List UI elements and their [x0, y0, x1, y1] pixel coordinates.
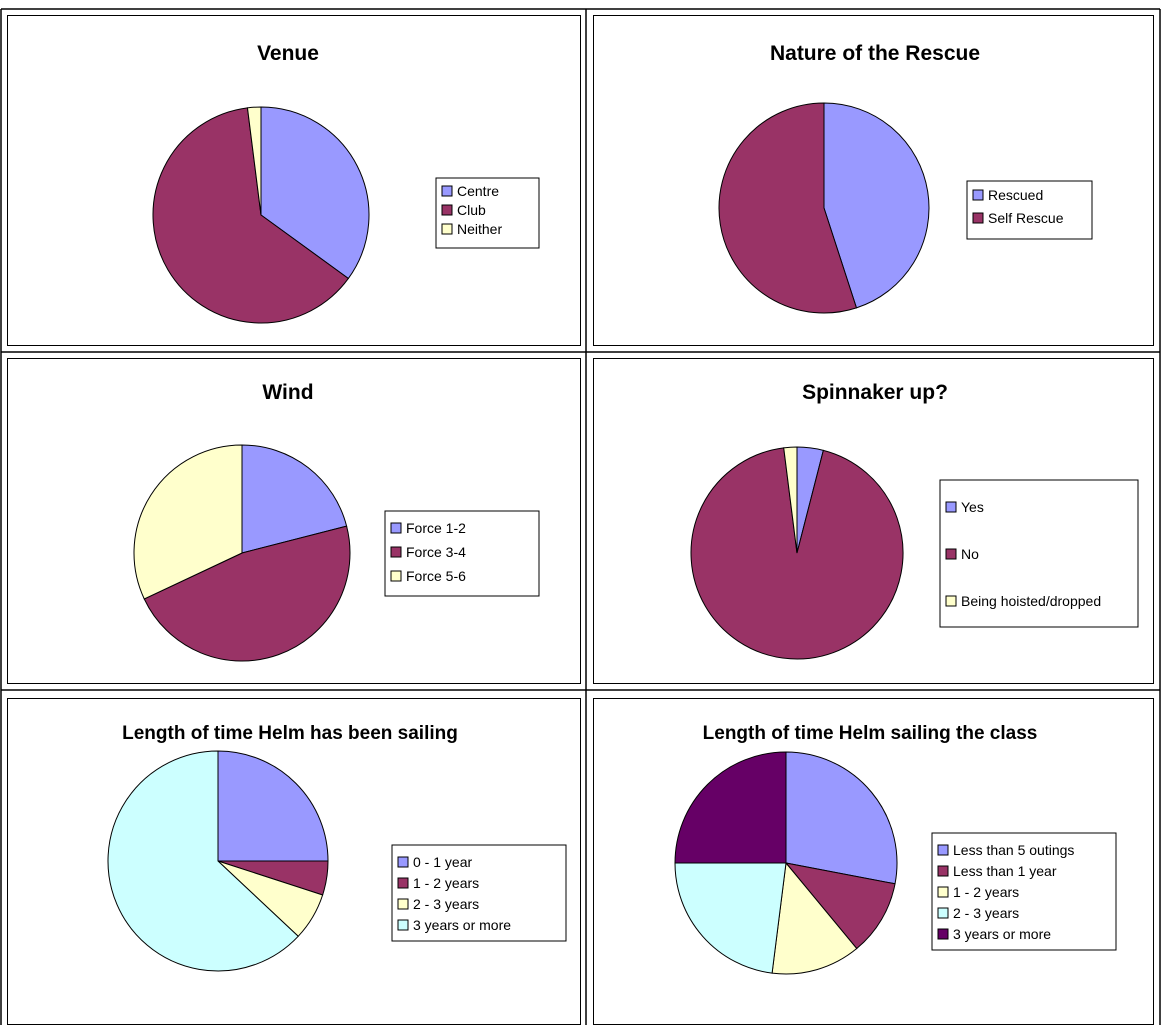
- legend-label-force-5-6: Force 5-6: [406, 568, 466, 584]
- chart-title: Spinnaker up?: [802, 381, 948, 404]
- legend-swatch-3-years-or-more: [937, 928, 949, 940]
- pie-slice-less-than-1-year: [784, 862, 896, 950]
- pie-slice-club: [152, 107, 350, 324]
- spinnaker-chart-svg: Spinnaker up? Yes No Being hoisted/dropped: [690, 381, 1139, 660]
- wind-chart: Wind Force 1-2 Force 3-4 Force 5-6: [7, 358, 581, 684]
- legend-label-neither: Neither: [457, 221, 502, 237]
- chart-title: Length of time Helm sailing the class: [703, 723, 1038, 744]
- pie-slice-3-years-or-more: [674, 751, 787, 864]
- pie-slice-neither: [246, 106, 262, 216]
- legend-swatch-1-2-years: [397, 877, 409, 889]
- pie-slice-3-years-or-more: [107, 750, 299, 972]
- legend-label-being-hoisted-dropped: Being hoisted/dropped: [961, 593, 1101, 609]
- legend-swatch-2-3-years: [937, 907, 949, 919]
- spinnaker-chart: Spinnaker up? Yes No Being hoisted/dropped: [593, 358, 1154, 684]
- legend-swatch-2-3-years: [397, 898, 409, 910]
- legend-label-3-years-or-more: 3 years or more: [413, 917, 511, 933]
- legend-label-0-1-year: 0 - 1 year: [413, 854, 472, 870]
- legend-label-less-than-5-outings: Less than 5 outings: [953, 842, 1074, 858]
- legend-swatch-less-than-5-outings: [937, 844, 949, 856]
- legend-swatch-0-1-year: [397, 856, 409, 868]
- legend-swatch-rescued: [972, 189, 984, 201]
- legend: Force 1-2 Force 3-4 Force 5-6: [384, 510, 540, 597]
- legend-box: [939, 479, 1139, 628]
- legend: Rescued Self Rescue: [966, 180, 1093, 240]
- chart-title: Length of time Helm has been sailing: [122, 723, 458, 744]
- legend-label-centre: Centre: [457, 183, 499, 199]
- pie-slice-rescued: [823, 102, 930, 309]
- legend-label-no: No: [961, 546, 979, 562]
- nature-of-rescue-chart-svg: Nature of the Rescue Rescued Self Rescue: [718, 42, 1093, 314]
- legend-label-2-3-years: 2 - 3 years: [953, 905, 1019, 921]
- legend-swatch-1-2-years: [937, 886, 949, 898]
- legend: Centre Club Neither: [435, 177, 540, 249]
- pie-slice-1-2-years: [771, 861, 858, 975]
- legend-swatch-being-hoisted-dropped: [945, 595, 957, 607]
- legend-label-less-than-1-year: Less than 1 year: [953, 863, 1057, 879]
- legend-swatch-neither: [441, 223, 453, 235]
- legend-swatch-3-years-or-more: [397, 919, 409, 931]
- pie-slice-2-3-years: [674, 862, 787, 974]
- legend-swatch-force-5-6: [390, 570, 402, 582]
- pie-slice-force-1-2: [241, 444, 348, 554]
- pie-slice-less-than-5-outings: [785, 751, 898, 885]
- pie-slice-force-3-4: [143, 525, 351, 662]
- legend-swatch-less-than-1-year: [937, 865, 949, 877]
- legend-label-1-2-years: 1 - 2 years: [953, 884, 1019, 900]
- legend-label-force-3-4: Force 3-4: [406, 544, 466, 560]
- legend-swatch-force-3-4: [390, 546, 402, 558]
- legend-label-club: Club: [457, 202, 486, 218]
- pie-slice-no: [690, 447, 904, 660]
- venue-chart-svg: Venue Centre Club Neither: [152, 42, 540, 324]
- helm-class-chart-svg: Length of time Helm sailing the class Les…: [674, 723, 1117, 975]
- legend-swatch-self-rescue: [972, 212, 984, 224]
- legend-label-rescued: Rescued: [988, 187, 1043, 203]
- legend-swatch-club: [441, 204, 453, 216]
- wind-chart-svg: Wind Force 1-2 Force 3-4 Force 5-6: [133, 381, 540, 662]
- pie-slice-force-5-6: [133, 444, 243, 600]
- legend-box: [435, 177, 540, 249]
- legend-label-force-1-2: Force 1-2: [406, 520, 466, 536]
- legend-swatch-force-1-2: [390, 522, 402, 534]
- legend-label-1-2-years: 1 - 2 years: [413, 875, 479, 891]
- legend-label-yes: Yes: [961, 499, 984, 515]
- venue-chart: Venue Centre Club Neither: [7, 15, 581, 346]
- chart-title: Wind: [262, 381, 313, 404]
- legend-box: [391, 844, 567, 942]
- chart-title: Nature of the Rescue: [770, 42, 980, 65]
- pie-slice-self-rescue: [718, 102, 858, 314]
- pie-slice-0-1-year: [217, 750, 329, 862]
- legend: Less than 5 outings Less than 1 year 1 - 2…: [931, 832, 1117, 951]
- legend: Yes No Being hoisted/dropped: [939, 479, 1139, 628]
- legend-box: [384, 510, 540, 597]
- pie-slice-centre: [260, 106, 370, 280]
- nature-of-rescue-chart: Nature of the Rescue Rescued Self Rescue: [593, 15, 1154, 346]
- legend-box: [931, 832, 1117, 951]
- legend-swatch-yes: [945, 501, 957, 513]
- legend-swatch-no: [945, 548, 957, 560]
- helm-sailing-chart-svg: Length of time Helm has been sailing 0 - …: [107, 723, 567, 972]
- legend-swatch-centre: [441, 185, 453, 197]
- helm-class-chart: Length of time Helm sailing the class Les…: [593, 698, 1154, 1025]
- legend: 0 - 1 year 1 - 2 years 2 - 3 years 3 years …: [391, 844, 567, 942]
- legend-box: [966, 180, 1093, 240]
- pie-slice-being-hoisted-dropped: [783, 446, 798, 554]
- legend-label-3-years-or-more: 3 years or more: [953, 926, 1051, 942]
- legend-label-self-rescue: Self Rescue: [988, 210, 1064, 226]
- chart-title: Venue: [257, 42, 319, 65]
- helm-sailing-chart: Length of time Helm has been sailing 0 - …: [7, 698, 581, 1025]
- legend-label-2-3-years: 2 - 3 years: [413, 896, 479, 912]
